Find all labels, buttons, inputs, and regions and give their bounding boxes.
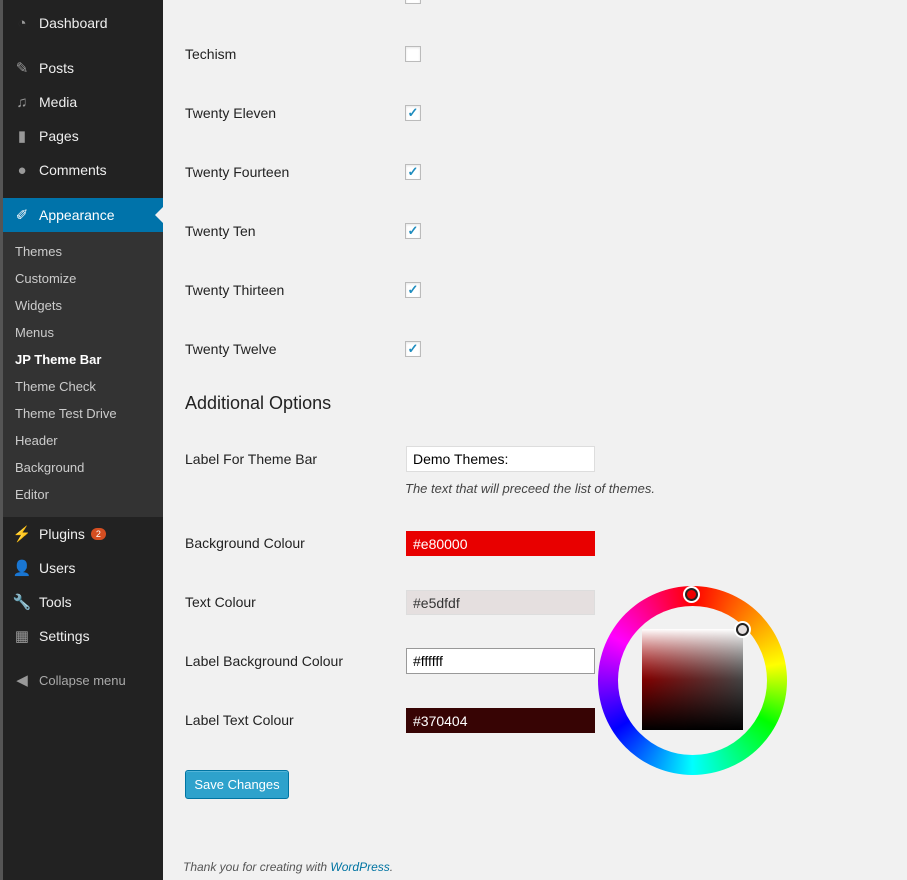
theme-checkbox[interactable] xyxy=(405,46,421,62)
section-heading: Additional Options xyxy=(185,393,332,413)
theme-checkbox[interactable]: ✓ xyxy=(405,223,421,239)
theme-checkbox[interactable]: ✓ xyxy=(405,341,421,357)
pin-icon: ✎ xyxy=(15,60,29,77)
theme-checkbox[interactable]: ✓ xyxy=(405,164,421,180)
theme-label: Techism xyxy=(185,46,237,62)
saturation-value-square[interactable] xyxy=(642,629,743,730)
submenu-themes[interactable]: Themes xyxy=(15,244,62,259)
dashboard-icon: ◔ xyxy=(17,14,27,32)
background-colour-input[interactable] xyxy=(406,531,595,556)
submenu-header[interactable]: Header xyxy=(15,433,58,448)
label-for-theme-bar-label: Label For Theme Bar xyxy=(185,451,318,467)
settings-icon: ▦ xyxy=(14,628,30,645)
comments-icon: ● xyxy=(17,161,27,179)
submenu-widgets[interactable]: Widgets xyxy=(15,298,62,313)
label-text-colour-input[interactable] xyxy=(406,708,595,733)
user-icon: 👤 xyxy=(12,560,32,577)
admin-sidebar: ◔ Dashboard ✎ Posts ♫ Media ▮ Pages ● Comment… xyxy=(0,0,163,880)
pages-icon: ▮ xyxy=(17,128,27,145)
field-description: The text that will preceed the list of t… xyxy=(405,481,656,496)
menu-comments[interactable]: ● Comments xyxy=(3,153,163,187)
menu-plugins[interactable]: ⚡ Plugins 2 xyxy=(3,517,163,551)
submenu-theme-test-drive[interactable]: Theme Test Drive xyxy=(15,406,117,421)
theme-checkbox-partial[interactable] xyxy=(405,0,421,4)
label-background-colour-input[interactable] xyxy=(406,648,595,674)
collapse-icon: ◀ xyxy=(16,672,28,689)
menu-tools[interactable]: 🔧 Tools xyxy=(12,594,72,611)
appearance-submenu: Themes Customize Widgets Menus JP Theme … xyxy=(3,232,163,517)
submenu-theme-check[interactable]: Theme Check xyxy=(15,379,96,394)
background-colour-label: Background Colour xyxy=(185,535,305,551)
brush-icon: ✐ xyxy=(15,207,29,224)
submenu-menus[interactable]: Menus xyxy=(15,325,55,340)
footer-text: Thank you for creating with WordPress. xyxy=(183,860,394,874)
submenu-jp-theme-bar[interactable]: JP Theme Bar xyxy=(15,352,102,367)
wordpress-link[interactable]: WordPress xyxy=(330,860,390,874)
theme-label: Twenty Eleven xyxy=(185,105,277,121)
plugin-icon: ⚡ xyxy=(12,526,32,543)
collapse-menu[interactable]: ◀ Collapse menu xyxy=(3,663,163,697)
submenu-editor[interactable]: Editor xyxy=(15,487,49,502)
menu-pages[interactable]: ▮ Pages xyxy=(3,119,163,153)
menu-dashboard[interactable]: ◔ Dashboard xyxy=(3,6,163,40)
theme-label: Twenty Fourteen xyxy=(185,164,290,180)
label-text-colour-label: Label Text Colour xyxy=(185,712,294,728)
submenu-customize[interactable]: Customize xyxy=(15,271,77,286)
label-background-colour-label: Label Background Colour xyxy=(185,653,343,669)
menu-users[interactable]: 👤 Users xyxy=(12,560,76,577)
wrench-icon: 🔧 xyxy=(12,594,32,611)
text-colour-label: Text Colour xyxy=(185,594,256,610)
theme-label: Twenty Ten xyxy=(185,223,256,239)
menu-appearance[interactable]: ✐ Appearance xyxy=(3,198,163,232)
update-count-badge: 2 xyxy=(90,528,106,540)
hue-handle[interactable] xyxy=(685,588,698,601)
text-colour-input[interactable] xyxy=(406,590,595,615)
theme-label: Twenty Twelve xyxy=(185,341,277,357)
menu-media[interactable]: ♫ Media xyxy=(3,85,163,119)
submenu-background[interactable]: Background xyxy=(15,460,85,475)
media-icon: ♫ xyxy=(16,93,28,111)
menu-settings[interactable]: ▦ Settings xyxy=(3,619,163,653)
theme-label: Twenty Thirteen xyxy=(185,282,285,298)
save-changes-button[interactable]: Save Changes xyxy=(185,770,289,799)
label-for-theme-bar-input[interactable] xyxy=(406,446,595,472)
theme-checkbox[interactable]: ✓ xyxy=(405,105,421,121)
color-handle[interactable] xyxy=(736,623,749,636)
menu-posts[interactable]: ✎ Posts xyxy=(3,51,163,85)
theme-checkbox[interactable]: ✓ xyxy=(405,282,421,298)
